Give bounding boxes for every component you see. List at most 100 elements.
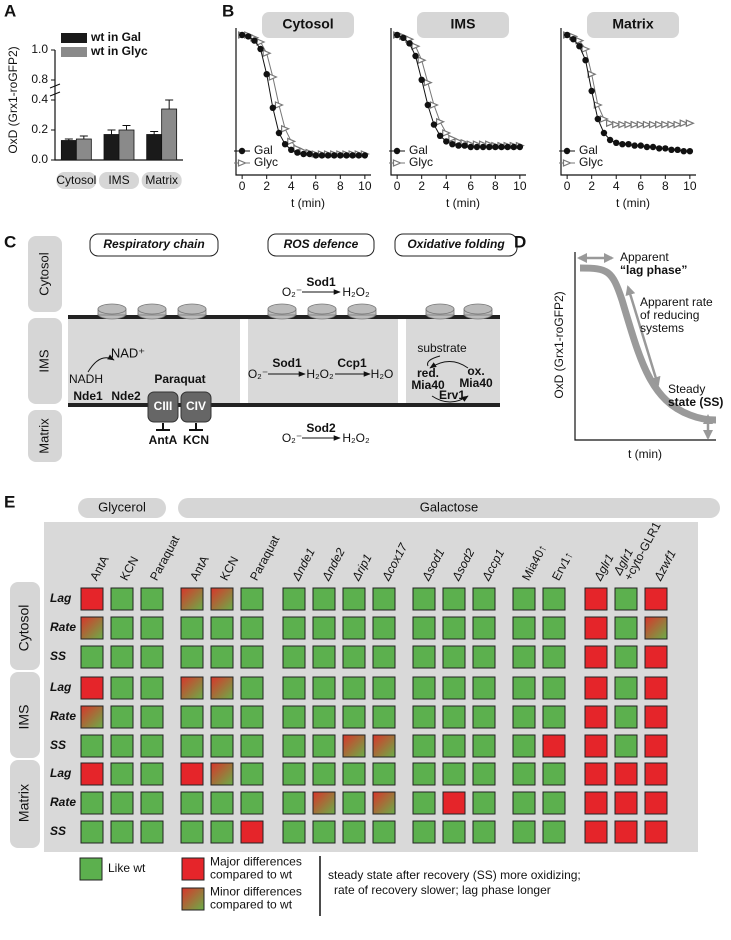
heatmap-cell — [542, 705, 566, 729]
heatmap-cell — [80, 705, 104, 729]
row-label: Lag — [50, 766, 72, 780]
point — [443, 138, 450, 145]
point — [343, 152, 350, 159]
point — [442, 129, 452, 137]
medium-label: Glycerol — [98, 499, 146, 514]
heatmap-cell — [442, 820, 466, 844]
heatmap-cell — [282, 791, 306, 815]
y-tick-label: 0.4 — [31, 92, 48, 106]
heatmap-cell — [80, 587, 104, 611]
heatmap-cell — [342, 820, 366, 844]
point — [330, 152, 338, 159]
point — [594, 115, 602, 123]
heatmap-cell — [140, 791, 164, 815]
panel-letter: E — [4, 492, 15, 511]
heatmap-cell — [472, 705, 496, 729]
heatmap-cell — [372, 820, 396, 844]
point — [674, 146, 681, 153]
module-title: ROS defence — [284, 237, 359, 251]
bar — [60, 140, 77, 161]
heatmap-cell — [80, 676, 104, 700]
heatmap-cell — [282, 820, 306, 844]
heatmap-cell — [644, 645, 668, 669]
heatmap-cell — [644, 762, 668, 786]
point — [287, 137, 297, 146]
point — [461, 142, 468, 149]
heatmap-cell — [614, 676, 638, 700]
x-tick-label: 6 — [312, 179, 319, 193]
point — [288, 146, 295, 153]
point — [318, 152, 326, 159]
panel-c-layout — [28, 233, 518, 462]
point — [412, 52, 419, 60]
x-tick-label: 10 — [358, 179, 372, 193]
enzyme: Ccp1 — [337, 356, 367, 370]
panel-d-layout — [574, 252, 717, 441]
x-axis-label: t (min) — [628, 447, 662, 461]
heatmap-cell — [542, 734, 566, 758]
heatmap-cell — [644, 734, 668, 758]
point — [268, 73, 278, 81]
point — [679, 119, 689, 128]
point — [581, 45, 591, 53]
heatmap-cell — [342, 587, 366, 611]
heatmap-cell — [512, 676, 536, 700]
point — [630, 120, 640, 129]
annotation: Apparent — [620, 250, 669, 264]
point — [606, 136, 614, 144]
point — [673, 120, 683, 129]
inhibitor: AntA — [149, 433, 178, 447]
point — [393, 31, 401, 39]
heatmap-cell — [342, 762, 366, 786]
heatmap-cell — [472, 587, 496, 611]
x-tick-label: 4 — [288, 179, 295, 193]
point — [245, 33, 252, 40]
heatmap-cell — [110, 676, 134, 700]
heatmap-cell — [472, 676, 496, 700]
heatmap-cell — [312, 587, 336, 611]
heatmap-cell — [210, 762, 234, 786]
point — [648, 120, 659, 129]
point — [257, 45, 264, 53]
enzyme: Nde2 — [111, 389, 141, 403]
chart-title: IMS — [451, 16, 476, 32]
heatmap-cell — [372, 705, 396, 729]
legend-label: Gal — [409, 143, 428, 157]
point — [498, 143, 505, 151]
heatmap-cell — [512, 587, 536, 611]
heatmap-cell — [210, 676, 234, 700]
heatmap-cell — [210, 791, 234, 815]
heatmap-cell — [240, 705, 264, 729]
heatmap-cell — [442, 587, 466, 611]
point — [680, 148, 687, 155]
heatmap-cell — [180, 820, 204, 844]
heatmap-cell — [512, 645, 536, 669]
point — [275, 129, 283, 137]
inhibitor: KCN — [183, 433, 209, 447]
point — [655, 145, 663, 152]
row-label: Lag — [50, 591, 72, 605]
heatmap-cell — [512, 762, 536, 786]
heatmap-cell — [282, 705, 306, 729]
point — [294, 149, 301, 156]
legend-label: Minor differences — [210, 885, 302, 899]
point — [430, 121, 438, 128]
heatmap-cell — [110, 762, 134, 786]
heatmap-cell — [614, 820, 638, 844]
point — [637, 142, 644, 149]
legend-swatch — [61, 47, 87, 57]
point — [631, 142, 638, 149]
point — [435, 117, 446, 126]
heatmap-cell — [240, 616, 264, 640]
heatmap-cell — [342, 734, 366, 758]
point — [262, 49, 272, 58]
legend-label: Glyc — [409, 155, 433, 169]
heatmap-cell — [342, 791, 366, 815]
heatmap-cell — [512, 616, 536, 640]
heatmap-cell — [542, 616, 566, 640]
x-tick-label: 2 — [263, 179, 270, 193]
x-axis-label: t (min) — [446, 196, 480, 210]
heatmap-cell — [312, 820, 336, 844]
module-title: Oxidative folding — [407, 237, 505, 251]
